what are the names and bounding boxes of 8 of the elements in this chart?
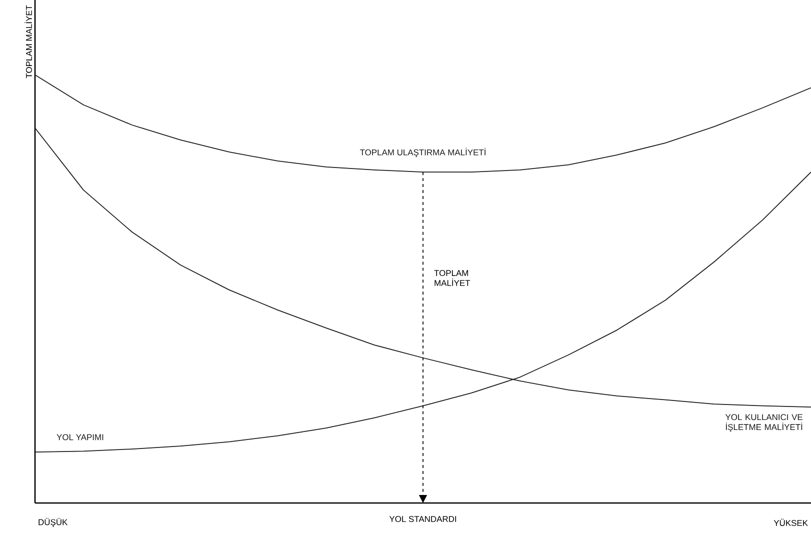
text: DÜŞÜK (38, 518, 68, 527)
series-label: YOL YAPIMI (56, 434, 104, 440)
x-axis-title: YOL STANDARDI (389, 516, 456, 522)
series-label: TOPLAM ULAŞTIRMA MALİYETİ (360, 148, 486, 158)
series-label: YOL KULLANICI VE İŞLETME MALİYETİ (725, 414, 802, 432)
y-axis-title: TOPLAM MALİYET (24, 5, 32, 78)
text: YÜKSEK (774, 518, 808, 526)
annotation: TOPLAM MALİYET (434, 270, 470, 286)
